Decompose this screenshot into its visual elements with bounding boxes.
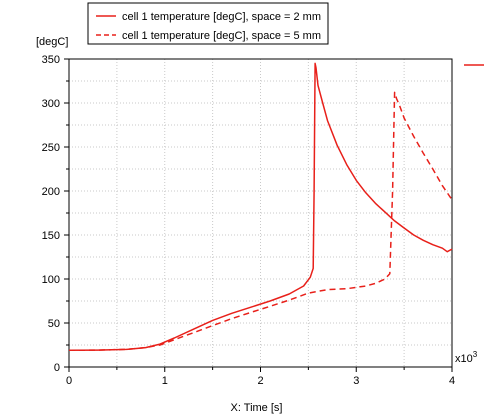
y-tick-label: 100 <box>42 274 60 286</box>
x-tick-label: 0 <box>66 375 72 387</box>
legend: cell 1 temperature [degC], space = 2 mm … <box>87 2 329 45</box>
series-lines <box>68 62 453 352</box>
y-axis-label: [degC] <box>36 36 68 48</box>
legend-entry-series-2: cell 1 temperature [degC], space = 5 mm <box>122 30 321 42</box>
tick-labels: 0 1 2 3 4 0 50 100 150 200 250 300 350 <box>42 54 455 387</box>
x-axis-multiplier-exponent: 3 <box>473 350 478 359</box>
x-tick-label: 3 <box>353 375 359 387</box>
y-tick-label: 200 <box>42 186 60 198</box>
x-tick-label: 4 <box>449 375 455 387</box>
y-tick-label: 300 <box>42 98 60 110</box>
y-tick-label: 150 <box>42 230 60 242</box>
grid <box>69 59 452 367</box>
series-line-2 <box>68 91 453 352</box>
x-tick-label: 1 <box>162 375 168 387</box>
legend-entry-series-1: cell 1 temperature [degC], space = 2 mm <box>122 11 321 23</box>
x-tick-label: 2 <box>257 375 263 387</box>
tick-marks <box>64 58 453 372</box>
x-axis-multiplier: x103 <box>455 350 478 365</box>
legend-box <box>87 2 329 45</box>
y-tick-label: 0 <box>54 362 60 374</box>
y-tick-label: 350 <box>42 54 60 66</box>
x-axis-multiplier-base: x10 <box>455 353 473 365</box>
series-line-1 <box>68 62 453 352</box>
y-tick-label: 250 <box>42 142 60 154</box>
x-axis-label: X: Time [s] <box>231 402 283 414</box>
y-tick-label: 50 <box>48 318 60 330</box>
